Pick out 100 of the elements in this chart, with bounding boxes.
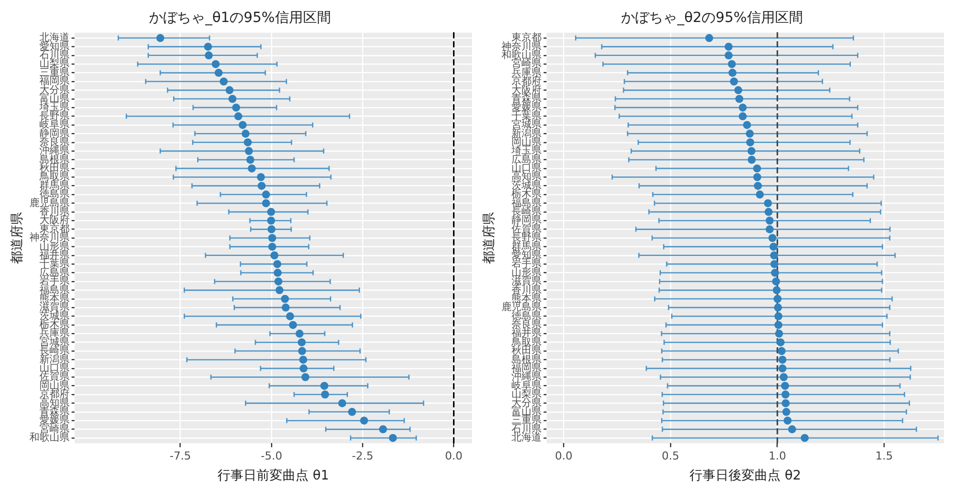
point (775, 330, 784, 338)
point (770, 251, 778, 260)
point (212, 60, 220, 68)
point (267, 216, 276, 225)
point (300, 364, 308, 372)
point (299, 356, 308, 364)
point (274, 268, 282, 277)
point (778, 356, 786, 364)
x-axis-title: 行事日前変曲点 θ1 (218, 468, 329, 484)
point (772, 277, 780, 286)
point (734, 86, 742, 94)
point (766, 225, 774, 234)
point (778, 347, 786, 356)
point (782, 399, 790, 408)
point (771, 268, 779, 277)
y-tick-label: 群馬県 (40, 179, 70, 192)
x-tick-label: 1.0 (768, 450, 786, 463)
point (781, 382, 790, 390)
point (282, 304, 290, 312)
point (774, 304, 782, 312)
point (778, 364, 786, 372)
point (772, 286, 781, 294)
point (728, 60, 736, 68)
point (226, 86, 234, 94)
point (379, 425, 388, 434)
point (770, 260, 778, 268)
point (800, 434, 809, 442)
point (764, 208, 773, 216)
y-tick-label: 鳥取県 (510, 336, 542, 348)
point (204, 51, 213, 60)
y-tick-label: 茨城県 (512, 179, 542, 192)
y-tick-label: 新潟県 (40, 353, 70, 366)
y-tick-label: 長野県 (40, 110, 70, 122)
y-tick-label: 山形県 (512, 266, 542, 278)
y-tick-label: 千葉県 (512, 110, 542, 122)
point (270, 251, 278, 260)
point (348, 408, 356, 416)
point (288, 320, 297, 329)
x-tick-label: 0.5 (662, 450, 680, 463)
point (248, 164, 256, 172)
y-tick-label: 兵庫県 (512, 66, 542, 78)
point (262, 199, 270, 208)
chart-title: かぼちゃ_θ1の95%信用区間 (149, 10, 331, 26)
point (156, 34, 164, 42)
point (214, 68, 223, 77)
point (296, 330, 304, 338)
point (738, 112, 747, 120)
point (273, 260, 282, 268)
point (242, 130, 250, 138)
x-tick-label: -2.5 (352, 450, 374, 463)
x-tick-label: 1.5 (875, 450, 893, 463)
point (748, 156, 756, 164)
chart-title: かぼちゃ_θ2の95%信用区間 (621, 10, 803, 26)
point (280, 294, 289, 303)
point (782, 408, 790, 416)
point (747, 147, 756, 156)
x-tick-label: 0.0 (554, 450, 572, 463)
point (753, 173, 762, 182)
point (244, 138, 252, 146)
y-tick-label: 岐阜県 (512, 379, 542, 392)
point (267, 208, 276, 216)
y-tick-label: 茨城県 (40, 310, 70, 322)
point (268, 242, 276, 251)
x-tick-label: -7.5 (170, 450, 192, 463)
point (338, 399, 346, 408)
point (321, 390, 330, 399)
point (743, 120, 752, 129)
point (232, 104, 240, 112)
point (730, 77, 738, 86)
point (766, 216, 774, 225)
point (781, 390, 790, 399)
point (774, 320, 782, 329)
point (788, 425, 796, 434)
x-tick-label: 0.0 (445, 450, 463, 463)
point (735, 94, 744, 103)
x-axis-title: 行事日後変曲点 θ2 (690, 468, 801, 484)
point (276, 286, 284, 294)
point (234, 112, 242, 120)
point (764, 199, 772, 208)
point (246, 156, 254, 164)
point (268, 234, 276, 242)
point (220, 77, 228, 86)
point (724, 42, 733, 51)
point (780, 373, 788, 382)
point (320, 382, 328, 390)
point (746, 138, 754, 146)
point (770, 242, 778, 251)
y-tick-label: 大分県 (40, 84, 70, 96)
point (256, 173, 265, 182)
point (267, 225, 276, 234)
point (756, 190, 764, 199)
point (738, 104, 747, 112)
point (728, 68, 736, 77)
y-tick-label: 熊本県 (40, 292, 70, 304)
y-tick-label: 東京都 (40, 222, 70, 235)
point (244, 147, 253, 156)
point (286, 312, 294, 320)
point (298, 347, 306, 356)
y-tick-label: 佐賀県 (512, 222, 542, 235)
point (388, 434, 397, 442)
